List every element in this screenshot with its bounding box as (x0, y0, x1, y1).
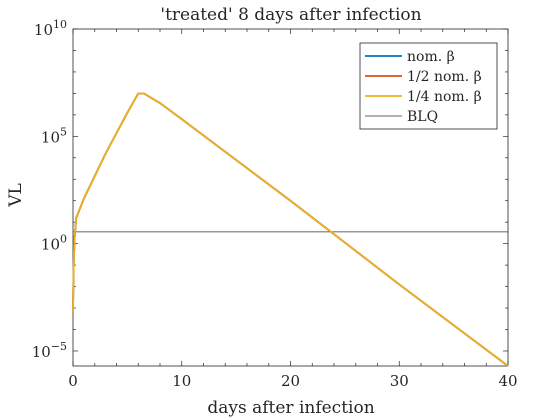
x-tick-label: 0 (68, 372, 78, 390)
x-tick-label: 10 (172, 372, 191, 390)
legend-label: 1/2 nom. β (407, 69, 482, 85)
y-axis-label: VL (6, 183, 26, 208)
y-tick-label: 105 (41, 125, 67, 146)
series-line-3 (72, 92, 509, 367)
y-tick-label-exponent: 10 (53, 18, 67, 31)
chart-title: 'treated' 8 days after infection (160, 5, 421, 25)
legend-box (359, 42, 498, 130)
x-axis-label: days after infection (207, 398, 374, 418)
y-tick-label-base: 10 (41, 128, 60, 146)
legend-label: nom. β (407, 49, 455, 65)
y-tick-label: 100 (41, 233, 67, 254)
y-tick-label-exponent: −5 (51, 340, 67, 353)
x-tick-label: 20 (281, 372, 300, 390)
y-tick-label-base: 10 (32, 343, 51, 361)
y-tick-label: 10−5 (32, 340, 67, 361)
y-tick-label-exponent: 5 (60, 125, 67, 138)
y-tick-label-exponent: 0 (60, 233, 67, 246)
legend-label: BLQ (407, 109, 438, 125)
legend-label: 1/4 nom. β (407, 89, 482, 105)
legend: nom. β 1/2 nom. β 1/4 nom. β BLQ (359, 42, 498, 130)
y-tick-label-base: 10 (34, 21, 53, 39)
y-tick-label: 1010 (34, 18, 67, 39)
x-tick-label: 40 (498, 372, 517, 390)
x-tick-label: 30 (390, 372, 409, 390)
y-tick-label-base: 10 (41, 236, 60, 254)
